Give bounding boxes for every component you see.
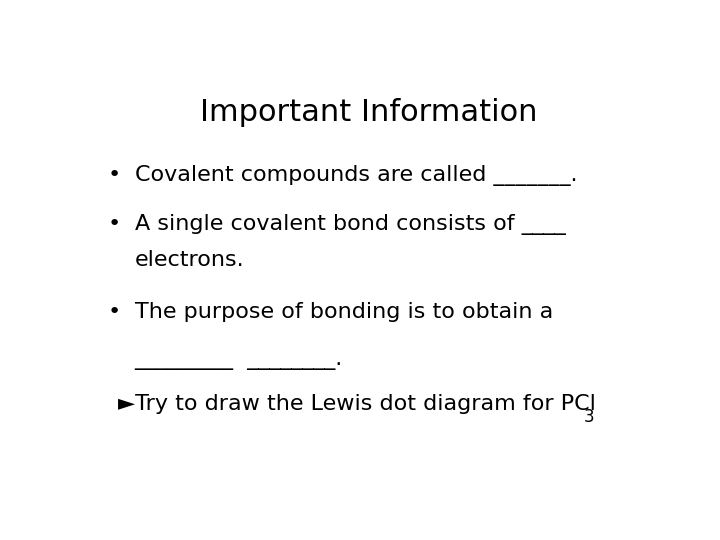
Text: Important Information: Important Information bbox=[200, 98, 538, 127]
Text: electrons.: electrons. bbox=[135, 250, 244, 270]
Text: A single covalent bond consists of ____: A single covalent bond consists of ____ bbox=[135, 214, 565, 235]
Text: _________  ________.: _________ ________. bbox=[135, 349, 343, 369]
Text: 3: 3 bbox=[583, 408, 594, 426]
Text: Covalent compounds are called _______.: Covalent compounds are called _______. bbox=[135, 165, 577, 186]
Text: ►Try to draw the Lewis dot diagram for PCl: ►Try to draw the Lewis dot diagram for P… bbox=[118, 394, 595, 414]
Text: The purpose of bonding is to obtain a: The purpose of bonding is to obtain a bbox=[135, 302, 553, 322]
Text: •: • bbox=[107, 165, 121, 185]
Text: •: • bbox=[107, 302, 121, 322]
Text: •: • bbox=[107, 214, 121, 234]
